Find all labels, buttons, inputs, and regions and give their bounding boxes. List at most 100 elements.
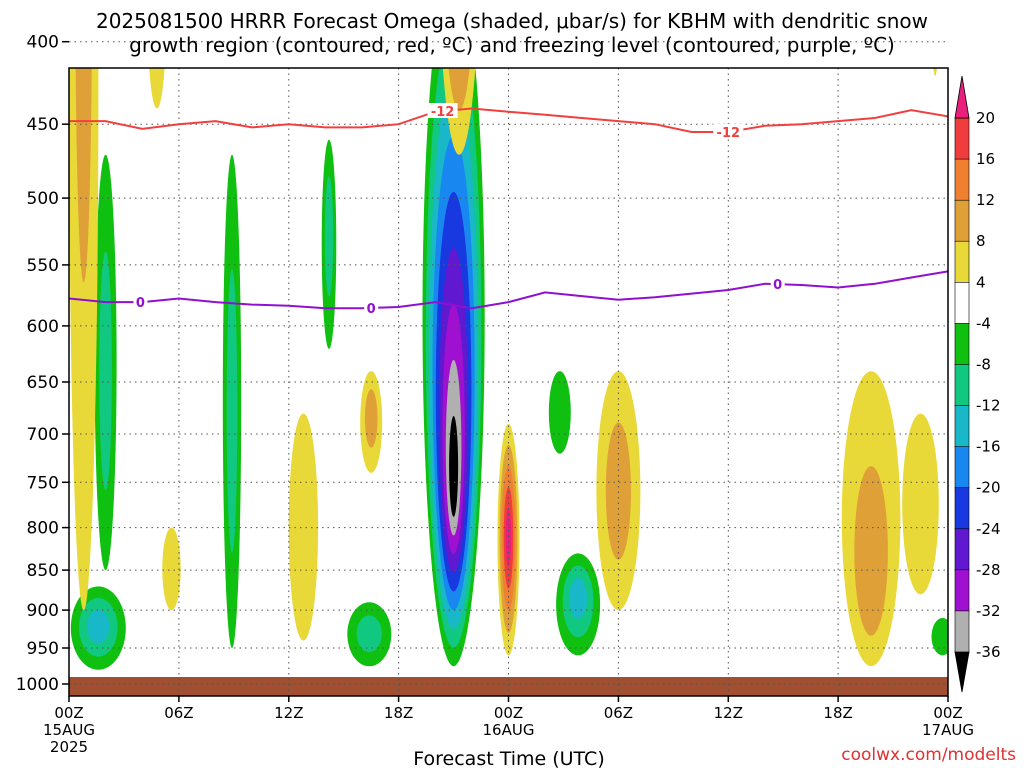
y-tick-label: 650: [27, 373, 59, 393]
colorbar-swatch: [954, 117, 970, 160]
y-tick-label: 700: [27, 425, 59, 445]
y-tick-label: 600: [27, 317, 59, 337]
y-tick-label: 450: [27, 115, 59, 135]
colorbar-label: -16: [976, 438, 1001, 456]
site-watermark: coolwx.com/modelts: [841, 745, 1016, 765]
omega-blob-8-level: [569, 577, 587, 620]
contour-label: 0: [367, 302, 376, 317]
x-tick-label: 06Z: [604, 704, 633, 722]
omega-blob-23-level: [149, 68, 165, 109]
x-tick-label: 12Z: [714, 704, 743, 722]
colorbar-swatch: [954, 528, 970, 571]
colorbar-label: 16: [976, 150, 995, 168]
omega-blob-19-level: [288, 413, 319, 641]
contour-label: 0: [136, 296, 145, 311]
colorbar-label: -20: [976, 479, 1001, 497]
y-tick-label: 950: [27, 639, 59, 659]
colorbar-label: -8: [976, 356, 991, 374]
colorbar-label: -12: [976, 397, 1001, 415]
y-tick-label: 500: [27, 189, 59, 209]
colorbar-label: -24: [976, 520, 1001, 538]
y-tick-label: 750: [27, 473, 59, 493]
colorbar-swatch: [954, 569, 970, 612]
colorbar-swatch: [954, 405, 970, 448]
y-tick-label: 800: [27, 519, 59, 539]
colorbar-label: 8: [976, 232, 986, 250]
colorbar-swatch: [954, 323, 970, 366]
omega-blob-4-level: [99, 251, 112, 491]
omega-blob-1-level: [442, 68, 476, 155]
colorbar-label: -32: [976, 602, 1001, 620]
omega-blob-3-level: [87, 609, 110, 644]
contour-label: -12: [431, 105, 455, 120]
chart-title-line2: growth region (contoured, red, ºC) and f…: [129, 33, 895, 57]
omega-blob-1-level: [448, 68, 470, 111]
contour-label: -12: [717, 126, 741, 141]
colorbar-label: 20: [976, 109, 995, 127]
y-tick-label: 900: [27, 601, 59, 621]
colorbar-label: -28: [976, 561, 1001, 579]
omega-blob-18-level: [364, 389, 378, 448]
x-tick-label: 18Z: [823, 704, 852, 722]
omega-blob-17-level: [902, 413, 939, 595]
grid: [68, 41, 949, 696]
omega-blob-16-level: [854, 466, 888, 636]
omega-blob-15-level: [605, 422, 632, 560]
ground-band: [69, 677, 948, 696]
x-tick-label: 00Z: [933, 704, 962, 722]
contour-label-bg: [713, 124, 744, 139]
x-axis-label: Forecast Time (UTC): [413, 748, 604, 768]
colorbar-swatch: [954, 610, 970, 653]
chart-title-line1: 2025081500 HRRR Forecast Omega (shaded, …: [96, 9, 928, 33]
omega-colorbar: 20 16 12 8 4 -4 -8 -12 -16 -20 -24 -28 -32 -36: [954, 75, 1001, 693]
y-tick-label: 400: [27, 33, 59, 53]
colorbar-swatch: [954, 364, 970, 407]
x-tick-label: 18Z: [384, 704, 413, 722]
omega-blob-9-level: [548, 371, 571, 454]
colorbar-swatch: [954, 158, 970, 202]
temperature-contours: -18-18-12-120 00: [69, 103, 948, 317]
omega-blob-7-level: [356, 615, 382, 653]
omega-blob-20-level: [162, 527, 181, 611]
x-tick-label: 00Z: [494, 704, 523, 722]
omega-blob-6-level: [324, 176, 334, 297]
contour-label: 0: [773, 278, 782, 293]
x-tick-label: 06Z: [164, 704, 193, 722]
colorbar-swatch: [954, 446, 970, 489]
pressure-axis: 2503003504004505005506006507007508008509…: [16, 33, 69, 695]
omega-blob-2-level: [505, 507, 512, 567]
omega-blob-5-level: [226, 269, 238, 553]
colorbar-swatch: [954, 281, 970, 325]
omega-shading: [69, 68, 948, 670]
omega-blob-0-level: [449, 416, 459, 517]
colorbar-top-arrow: [954, 75, 970, 119]
x-tick-date: 16AUG: [483, 721, 535, 739]
contour-line-m12: [69, 107, 948, 133]
colorbar-swatch: [954, 240, 970, 284]
colorbar-label: -36: [976, 643, 1001, 661]
colorbar-label: 4: [976, 273, 986, 291]
omega-blob-13-level: [931, 617, 948, 656]
y-tick-label: 550: [27, 256, 59, 276]
colorbar-bottom-arrow: [954, 651, 970, 693]
x-tick-label: 00Z: [54, 704, 83, 722]
x-tick-label: 12Z: [274, 704, 303, 722]
x-tick-date: 15AUG: [43, 721, 95, 739]
y-tick-label: 1000: [16, 675, 59, 695]
colorbar-label: -4: [976, 314, 991, 332]
x-tick-year: 2025: [50, 738, 88, 756]
contour-label-bg: [133, 294, 148, 310]
x-tick-date: 17AUG: [922, 721, 974, 739]
contour-label-bg: [427, 103, 458, 118]
omega-blob-14-level: [69, 68, 99, 611]
colorbar-swatch: [954, 487, 970, 530]
colorbar-label: 12: [976, 191, 995, 209]
contour-label-bg: [364, 299, 379, 315]
colorbar-swatch: [954, 199, 970, 243]
omega-blob-25-level: [933, 68, 938, 76]
y-tick-label: 850: [27, 561, 59, 581]
contour-label-bg: [770, 276, 785, 292]
contour-line-0: [69, 270, 948, 310]
